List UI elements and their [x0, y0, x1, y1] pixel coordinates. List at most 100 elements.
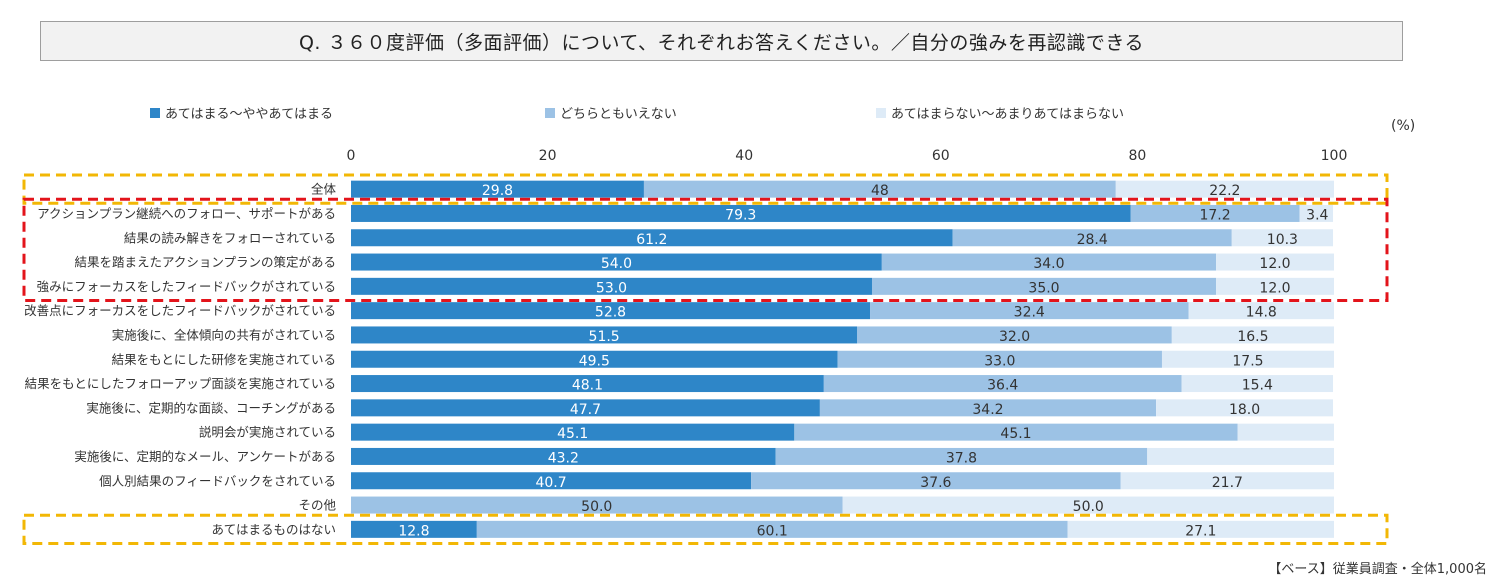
bar-segment	[1237, 423, 1334, 441]
data-label: 47.7	[570, 402, 601, 418]
data-label: 37.8	[946, 450, 977, 466]
legend-item-neutral: どちらともいえない	[545, 103, 677, 122]
data-label: 12.8	[398, 523, 429, 539]
data-label: 79.3	[725, 207, 756, 223]
category-label: 結果を踏まえたアクションプランの策定がある	[74, 255, 336, 270]
bar-segment	[857, 326, 1172, 344]
x-tick-label: 80	[1128, 148, 1146, 164]
bar-segment	[351, 229, 953, 247]
data-label: 32.0	[999, 329, 1030, 345]
bar-segment	[351, 520, 477, 538]
bar-segment	[351, 204, 1131, 222]
data-label: 43.2	[548, 450, 579, 466]
bar-segment	[351, 399, 820, 417]
data-label: 60.1	[757, 523, 788, 539]
data-label: 28.4	[1077, 232, 1108, 248]
data-label: 17.5	[1232, 353, 1263, 369]
data-label: 45.1	[557, 426, 588, 442]
legend-label-disagree: あてはまらない〜あまりあてはまらない	[891, 107, 1124, 122]
bar-segment	[351, 472, 752, 490]
category-label: 説明会が実施されている	[199, 425, 336, 440]
bar-segment	[1171, 326, 1334, 344]
bar-segment	[881, 253, 1217, 271]
x-tick-label: 100	[1321, 148, 1348, 164]
data-label: 34.2	[972, 402, 1003, 418]
data-label: 32.4	[1014, 305, 1045, 321]
x-tick-label: 60	[932, 148, 950, 164]
data-label: 18.0	[1229, 402, 1260, 418]
category-label: 結果をもとにした研修を実施されている	[112, 352, 336, 367]
bar-segment	[351, 423, 795, 441]
unit-label: (%)	[1391, 118, 1416, 134]
data-label: 52.8	[595, 305, 626, 321]
bar-segment	[351, 375, 824, 393]
category-label: その他	[298, 498, 336, 513]
data-label: 29.8	[482, 183, 513, 199]
data-label: 49.5	[579, 353, 610, 369]
data-label: 3.4	[1306, 207, 1328, 223]
bar-segment	[351, 180, 644, 198]
data-label: 48	[871, 183, 889, 199]
category-label: 個人別結果のフィードバックをされている	[99, 473, 336, 488]
bar-segment	[351, 496, 843, 514]
highlight-box	[22, 513, 1389, 546]
bar-segment	[1067, 520, 1334, 538]
category-label: 強みにフォーカスをしたフィードバックがされている	[37, 279, 336, 294]
bar-segment	[1120, 472, 1334, 490]
bar-segment	[351, 277, 872, 295]
category-label: あてはまるものはない	[211, 522, 336, 537]
data-label: 48.1	[572, 378, 603, 394]
bar-segment	[837, 350, 1162, 368]
legend-label-agree: あてはまる〜ややあてはまる	[165, 107, 333, 122]
bar-segment	[870, 302, 1189, 320]
data-label: 10.3	[1267, 232, 1298, 248]
data-label: 50.0	[1073, 499, 1104, 515]
category-label: 実施後に、定期的なメール、アンケートがある	[74, 449, 336, 464]
category-label: 改善点にフォーカスをしたフィードバックがされている	[24, 303, 336, 318]
data-label: 53.0	[596, 280, 627, 296]
bar-segment	[1161, 350, 1334, 368]
base-note: 【ベース】従業員調査・全体1,000名	[1268, 562, 1487, 577]
data-label: 12.0	[1259, 256, 1290, 272]
bar-segment	[1216, 253, 1334, 271]
bar-segment	[351, 253, 882, 271]
data-label: 36.4	[987, 378, 1018, 394]
bar-segment	[823, 375, 1182, 393]
legend-item-agree: あてはまる〜ややあてはまる	[150, 103, 333, 122]
data-label: 45.1	[1000, 426, 1031, 442]
x-tick-label: 0	[347, 148, 356, 164]
legend-swatch-agree	[150, 107, 160, 118]
bar-segment	[1115, 180, 1334, 198]
bar-segment	[476, 520, 1068, 538]
bar-segment	[351, 447, 776, 465]
data-label: 21.7	[1212, 475, 1243, 491]
data-label: 34.0	[1033, 256, 1064, 272]
bar-segment	[842, 496, 1334, 514]
bar-segment	[1216, 277, 1334, 295]
question-title-text: Q. ３６０度評価（多面評価）について、それぞれお答えください。／自分の強みを再…	[298, 31, 1145, 54]
legend-label-neutral: どちらともいえない	[560, 107, 677, 122]
highlight-box	[22, 197, 1389, 302]
data-label: 17.2	[1199, 207, 1230, 223]
data-label: 50.0	[581, 499, 612, 515]
category-label: アクションプラン継続へのフォロー、サポートがある	[37, 206, 336, 221]
bar-segment	[1147, 447, 1334, 465]
bar-segment	[871, 277, 1217, 295]
x-tick-label: 40	[735, 148, 753, 164]
category-label: 結果をもとにしたフォローアップ面談を実施されている	[25, 376, 336, 391]
legend-swatch-neutral	[545, 107, 555, 118]
bar-segment	[351, 350, 838, 368]
bar-segment	[751, 472, 1121, 490]
category-label: 結果の読み解きをフォローされている	[124, 230, 336, 245]
data-label: 51.5	[589, 329, 620, 345]
category-label: 実施後に、全体傾向の共有がされている	[112, 327, 336, 342]
bar-segment	[819, 399, 1157, 417]
data-label: 37.6	[920, 475, 951, 491]
data-label: 27.1	[1185, 523, 1216, 539]
bar-segment	[1188, 302, 1334, 320]
bar-segment	[1181, 375, 1334, 393]
data-label: 16.5	[1237, 329, 1268, 345]
data-label: 61.2	[636, 232, 667, 248]
category-label: 全体	[311, 182, 337, 197]
